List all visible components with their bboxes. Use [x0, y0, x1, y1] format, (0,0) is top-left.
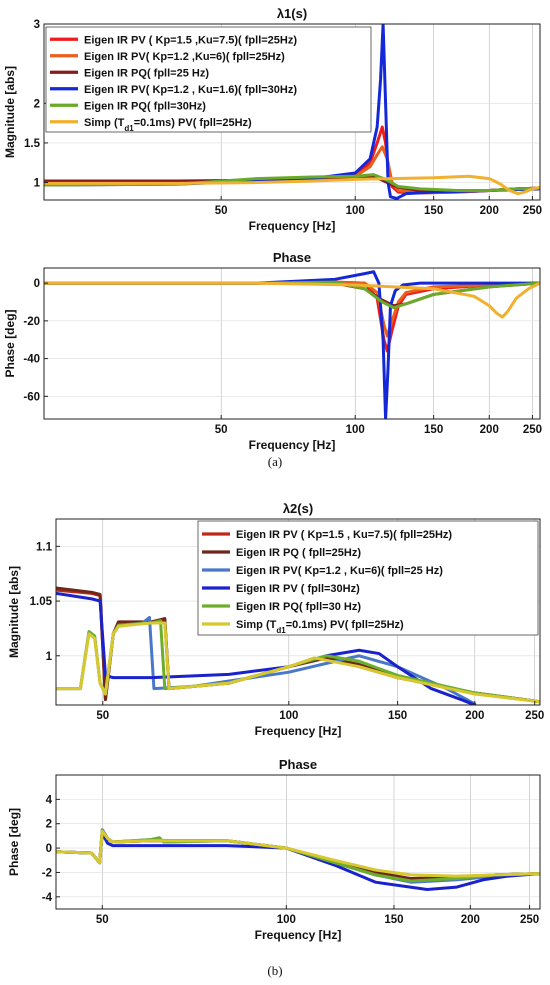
x-tick-label: 150 [424, 205, 443, 217]
y-axis-label: Phase [deg] [3, 309, 17, 377]
chart-title: Phase [273, 250, 311, 265]
legend-entry: Eigen IR PV ( fpll=30Hz) [236, 583, 360, 595]
series-line-5 [44, 173, 540, 192]
caption-a: (a) [268, 454, 282, 469]
y-tick-label: -40 [23, 354, 40, 366]
y-tick-label: 4 [46, 794, 53, 806]
y-axis-label: Phase [deg] [7, 808, 21, 876]
x-tick-label: 50 [215, 205, 228, 217]
chart-title: λ2(s) [283, 501, 313, 516]
y-tick-label: -20 [23, 316, 40, 328]
x-tick-label: 250 [523, 205, 542, 217]
x-tick-label: 200 [465, 710, 484, 722]
legend-entry: Eigen IR PQ ( fpll=25Hz) [236, 547, 361, 559]
axes-frame [43, 23, 541, 201]
series-line-6 [44, 281, 540, 319]
legend-entry: Eigen IR PQ( fpll=30 Hz) [236, 601, 361, 613]
y-tick-label: -4 [42, 892, 53, 904]
x-tick-label: 50 [96, 914, 109, 926]
lambda1-phase-chart: 50 100 150 200 250 0 -20 -40 -60 Phase Frequency [… [3, 250, 542, 452]
x-tick-label: 150 [388, 710, 407, 722]
series-line-6 [44, 174, 540, 196]
y-tick-label: 1 [34, 178, 41, 190]
y-tick-label: -2 [42, 867, 52, 879]
y-tick-label: 3 [34, 19, 40, 31]
series-line-6 [56, 621, 540, 704]
axes-frame [43, 267, 541, 420]
legend-entry: Eigen IR PV( Kp=1.2 ,Ku=6)( fpll=25Hz) [84, 51, 285, 63]
x-axis-label: Frequency [Hz] [249, 219, 336, 233]
series-line-6 [56, 829, 540, 878]
lambda2-magnitude-chart: 50 100 150 200 250 1 1.05 1.1 λ2(s) Frequency [Hz… [7, 501, 544, 738]
y-tick-label: -60 [23, 391, 40, 403]
lambda2-phase-chart: 50 100 150 200 250 4 2 0 -2 -4 Phase Frequency [Hz]… [7, 757, 541, 942]
legend-entry: Eigen IR PQ( fpll=25 Hz) [84, 67, 209, 79]
chart-title: Phase [279, 757, 317, 772]
lambda1-magnitude-chart: 50 100 150 200 250 1 1.5 2 3 λ1(s) Frequency [Hz] M… [3, 6, 542, 233]
x-tick-label: 150 [424, 424, 443, 436]
x-tick-label: 50 [215, 424, 228, 436]
series-line-4 [44, 270, 540, 419]
x-tick-label: 250 [525, 710, 544, 722]
x-tick-label: 100 [346, 205, 365, 217]
y-tick-label: 2 [46, 819, 52, 831]
x-tick-label: 50 [96, 710, 109, 722]
x-tick-label: 100 [279, 710, 298, 722]
y-axis-label: Magnitude [abs] [3, 66, 17, 158]
legend-entry: Eigen IR PV( Kp=1.2 , Ku=6)( fpll=25 Hz) [236, 565, 443, 577]
y-axis-label: Magnitude [abs] [7, 566, 21, 658]
legend: Eigen IR PV ( Kp=1.5 , Ku=7.5)( fpll=25H… [197, 520, 539, 636]
x-axis-label: Frequency [Hz] [255, 724, 342, 738]
caption-b: (b) [267, 963, 282, 978]
legend-entry: Eigen IR PV( Kp=1.2 , Ku=1.6)( fpll=30Hz… [84, 84, 297, 96]
y-tick-label: 2 [34, 98, 40, 110]
chart-title: λ1(s) [277, 6, 307, 21]
x-axis-label: Frequency [Hz] [255, 928, 342, 942]
series-line-4 [44, 24, 540, 200]
axes-frame [55, 774, 541, 910]
legend-entry: Eigen IR PQ( fpll=30Hz) [84, 100, 206, 112]
y-tick-label: 1 [46, 651, 53, 663]
y-tick-label: 1.1 [36, 541, 53, 553]
x-axis-label: Frequency [Hz] [249, 438, 336, 452]
y-tick-label: 0 [34, 278, 40, 290]
legend: Eigen IR PV ( Kp=1.5 ,Ku=7.5)( fpll=25Hz… [45, 26, 372, 133]
y-tick-label: 1.5 [24, 138, 41, 150]
legend-entry: Eigen IR PV ( Kp=1.5 ,Ku=7.5)( fpll=25Hz… [84, 34, 297, 46]
x-tick-label: 200 [461, 914, 480, 926]
y-tick-label: 1.05 [30, 596, 53, 608]
x-tick-label: 200 [480, 205, 499, 217]
x-tick-label: 100 [277, 914, 296, 926]
x-tick-label: 250 [523, 424, 542, 436]
axes-frame [55, 518, 541, 706]
legend-entry: Eigen IR PV ( Kp=1.5 , Ku=7.5)( fpll=25H… [236, 529, 452, 541]
x-tick-label: 250 [520, 914, 539, 926]
x-tick-label: 100 [346, 424, 365, 436]
x-tick-label: 200 [480, 424, 499, 436]
x-tick-label: 150 [384, 914, 403, 926]
y-tick-label: 0 [46, 843, 52, 855]
